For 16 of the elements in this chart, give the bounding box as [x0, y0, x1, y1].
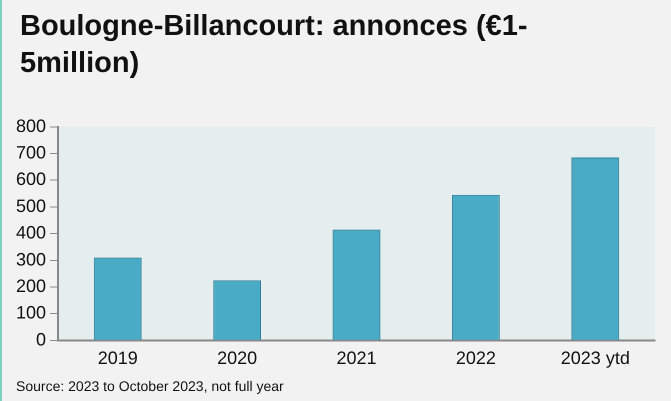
source-note: Source: 2023 to October 2023, not full year	[16, 378, 284, 394]
y-tick-label: 400	[16, 222, 46, 243]
y-tick-label: 700	[16, 142, 46, 162]
y-tick-label: 500	[16, 196, 46, 216]
y-tick-label: 600	[16, 169, 46, 190]
chart-title: Boulogne-Billancourt: annonces (€1-5million)	[20, 9, 529, 81]
y-tick-label: 100	[16, 302, 46, 323]
x-tick-label: 2020	[217, 348, 258, 368]
x-tick-label: 2019	[98, 348, 138, 368]
y-tick-label: 0	[36, 329, 46, 350]
x-tick-label: 2023 ytd	[560, 348, 630, 368]
y-tick-label: 300	[16, 249, 46, 270]
y-tick-label: 200	[16, 276, 46, 296]
y-tick-label: 800	[16, 116, 46, 136]
x-tick-label: 2021	[336, 348, 377, 368]
x-tick-label: 2022	[456, 348, 496, 368]
